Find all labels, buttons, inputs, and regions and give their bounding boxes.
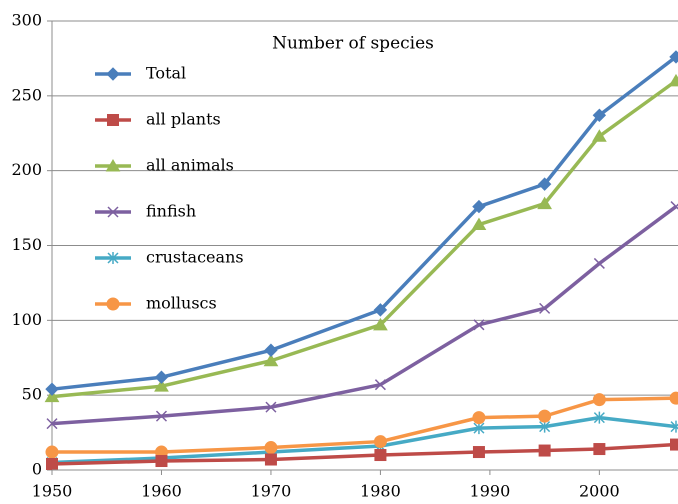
legend-label: crustaceans: [146, 248, 244, 267]
marker: [591, 129, 607, 142]
legend-marker: [106, 67, 120, 81]
y-tick-label: 200: [11, 160, 42, 179]
y-tick-label: 150: [11, 235, 42, 254]
marker: [670, 420, 678, 433]
marker: [539, 302, 551, 314]
marker: [265, 401, 277, 413]
marker: [473, 319, 485, 331]
y-tick-label: 50: [22, 385, 42, 404]
legend-marker: [107, 206, 119, 218]
marker: [670, 201, 678, 213]
marker: [670, 438, 678, 451]
marker: [471, 217, 487, 231]
legend-marker: [106, 297, 120, 311]
marker: [537, 177, 552, 191]
marker: [537, 196, 553, 210]
marker: [373, 435, 387, 449]
marker: [44, 389, 60, 403]
marker: [264, 343, 278, 357]
marker: [46, 458, 58, 471]
marker: [593, 411, 605, 424]
marker: [155, 455, 168, 468]
series-line: [51, 79, 678, 399]
marker: [264, 441, 278, 455]
series-line: [51, 415, 677, 465]
marker: [538, 409, 552, 423]
series-line: [51, 205, 678, 426]
legend-marker: [107, 252, 119, 264]
marker: [154, 370, 169, 384]
marker: [45, 382, 59, 396]
marker: [472, 446, 485, 459]
marker: [374, 379, 386, 391]
series-line: [52, 396, 677, 454]
legend-label: finfish: [146, 202, 196, 221]
marker: [669, 50, 678, 64]
marker: [472, 411, 486, 425]
marker: [669, 391, 678, 405]
marker: [45, 445, 59, 459]
chart-title: Number of species: [272, 34, 434, 54]
marker: [668, 73, 678, 87]
series-line: [51, 55, 678, 391]
legend-marker: [107, 114, 119, 126]
x-tick-label: 1950: [32, 482, 73, 501]
legend-label: Total: [146, 64, 186, 83]
marker: [373, 303, 388, 317]
x-tick-label: 1960: [141, 482, 182, 501]
marker: [373, 317, 388, 331]
x-tick-label: 2000: [579, 482, 620, 501]
x-tick-label: 1970: [251, 482, 292, 501]
marker: [264, 453, 277, 466]
marker: [592, 108, 607, 122]
marker: [472, 199, 486, 214]
y-tick-label: 100: [11, 310, 42, 329]
legend-label: all plants: [146, 110, 221, 129]
legend-label: molluscs: [146, 294, 217, 313]
marker: [592, 393, 606, 407]
marker: [593, 443, 606, 456]
x-tick-label: 1980: [360, 482, 401, 501]
x-tick-label: 1990: [470, 482, 511, 501]
marker: [593, 257, 605, 269]
marker: [538, 444, 551, 457]
y-tick-label: 0: [32, 460, 42, 479]
legend-label: all animals: [146, 156, 234, 175]
y-tick-label: 250: [11, 85, 42, 104]
legend-marker: [105, 159, 121, 172]
y-tick-label: 300: [11, 11, 42, 30]
marker: [46, 418, 58, 430]
marker: [263, 353, 279, 367]
marker: [374, 449, 387, 462]
series-line: [51, 442, 677, 466]
marker: [154, 379, 169, 392]
marker: [155, 410, 168, 422]
